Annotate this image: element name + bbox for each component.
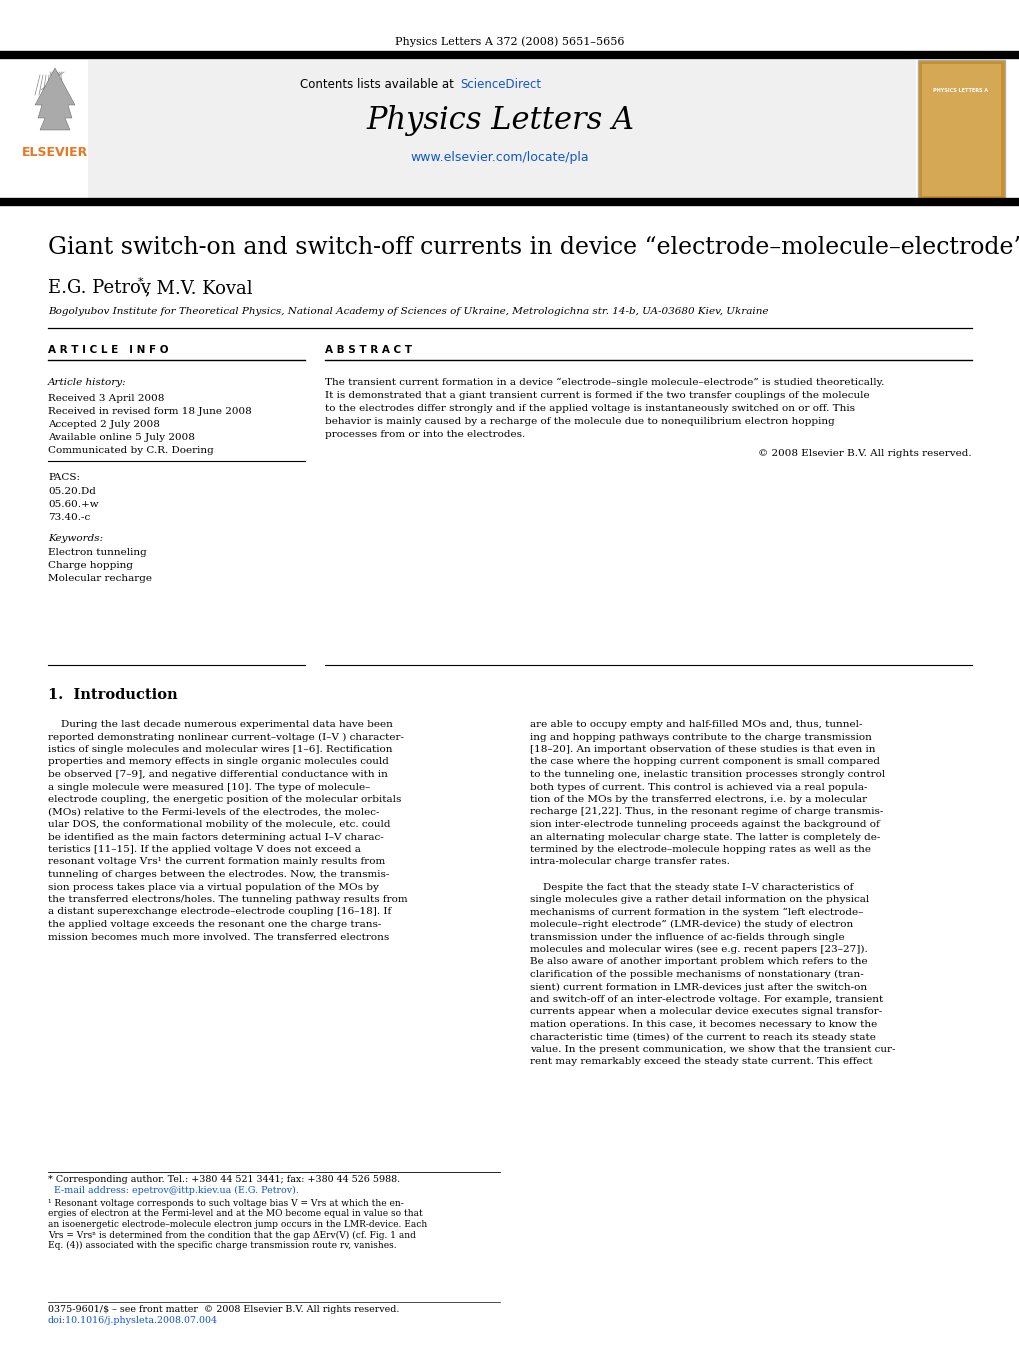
Text: 05.60.+w: 05.60.+w [48, 500, 99, 509]
Text: © 2008 Elsevier B.V. All rights reserved.: © 2008 Elsevier B.V. All rights reserved… [758, 449, 971, 458]
Text: mechanisms of current formation in the system “left electrode–: mechanisms of current formation in the s… [530, 908, 862, 917]
Text: both types of current. This control is achieved via a real popula-: both types of current. This control is a… [530, 782, 866, 792]
Text: ing and hopping pathways contribute to the charge transmission: ing and hopping pathways contribute to t… [530, 732, 871, 742]
Text: Contents lists available at: Contents lists available at [300, 78, 458, 92]
Text: transmission under the influence of ac-fields through single: transmission under the influence of ac-f… [530, 932, 844, 942]
Text: an isoenergetic electrode–molecule electron jump occurs in the LMR-device. Each: an isoenergetic electrode–molecule elect… [48, 1220, 427, 1229]
Text: mission becomes much more involved. The transferred electrons: mission becomes much more involved. The … [48, 932, 389, 942]
Text: resonant voltage Vrs¹ the current formation mainly results from: resonant voltage Vrs¹ the current format… [48, 858, 385, 866]
Text: Received in revised form 18 June 2008: Received in revised form 18 June 2008 [48, 407, 252, 416]
Text: E-mail address: epetrov@ittp.kiev.ua (E.G. Petrov).: E-mail address: epetrov@ittp.kiev.ua (E.… [48, 1186, 299, 1196]
Text: tunneling of charges between the electrodes. Now, the transmis-: tunneling of charges between the electro… [48, 870, 389, 880]
Text: the case where the hopping current component is small compared: the case where the hopping current compo… [530, 758, 879, 766]
Text: Accepted 2 July 2008: Accepted 2 July 2008 [48, 420, 160, 430]
Text: the applied voltage exceeds the resonant one the charge trans-: the applied voltage exceeds the resonant… [48, 920, 381, 929]
Text: Be also aware of another important problem which refers to the: Be also aware of another important probl… [530, 958, 867, 966]
Text: recharge [21,22]. Thus, in the resonant regime of charge transmis-: recharge [21,22]. Thus, in the resonant … [530, 808, 882, 816]
Text: Bogolyubov Institute for Theoretical Physics, National Academy of Sciences of Uk: Bogolyubov Institute for Theoretical Phy… [48, 308, 767, 316]
Text: be identified as the main factors determining actual I–V charac-: be identified as the main factors determ… [48, 832, 383, 842]
Text: reported demonstrating nonlinear current–voltage (I–V ) character-: reported demonstrating nonlinear current… [48, 732, 404, 742]
FancyBboxPatch shape [921, 63, 1000, 196]
Text: currents appear when a molecular device executes signal transfor-: currents appear when a molecular device … [530, 1008, 881, 1016]
Text: A B S T R A C T: A B S T R A C T [325, 345, 412, 355]
Text: a single molecule were measured [10]. The type of molecule–: a single molecule were measured [10]. Th… [48, 782, 370, 792]
Text: the transferred electrons/holes. The tunneling pathway results from: the transferred electrons/holes. The tun… [48, 894, 408, 904]
Text: E.G. Petrov: E.G. Petrov [48, 280, 151, 297]
Text: 0375-9601/$ – see front matter  © 2008 Elsevier B.V. All rights reserved.: 0375-9601/$ – see front matter © 2008 El… [48, 1305, 399, 1315]
Text: Available online 5 July 2008: Available online 5 July 2008 [48, 434, 195, 442]
Text: Physics Letters A: Physics Letters A [366, 104, 634, 135]
Text: molecules and molecular wires (see e.g. recent papers [23–27]).: molecules and molecular wires (see e.g. … [530, 944, 867, 954]
Text: PHYSICS LETTERS A: PHYSICS LETTERS A [932, 88, 987, 92]
Text: 73.40.-c: 73.40.-c [48, 513, 90, 521]
Text: istics of single molecules and molecular wires [1–6]. Rectification: istics of single molecules and molecular… [48, 744, 392, 754]
Text: ¹ Resonant voltage corresponds to such voltage bias V = Vrs at which the en-: ¹ Resonant voltage corresponds to such v… [48, 1198, 404, 1208]
Text: tion of the MOs by the transferred electrons, i.e. by a molecular: tion of the MOs by the transferred elect… [530, 794, 866, 804]
Text: ular DOS, the conformational mobility of the molecule, etc. could: ular DOS, the conformational mobility of… [48, 820, 390, 830]
Text: ELSEVIER: ELSEVIER [21, 146, 88, 158]
Text: Communicated by C.R. Doering: Communicated by C.R. Doering [48, 446, 214, 455]
Text: Eq. (4)) associated with the specific charge transmission route rv, vanishes.: Eq. (4)) associated with the specific ch… [48, 1242, 396, 1250]
Text: www.elsevier.com/locate/pla: www.elsevier.com/locate/pla [411, 151, 589, 165]
Text: and switch-off of an inter-electrode voltage. For example, transient: and switch-off of an inter-electrode vol… [530, 994, 882, 1004]
FancyBboxPatch shape [15, 59, 88, 200]
Text: * Corresponding author. Tel.: +380 44 521 3441; fax: +380 44 526 5988.: * Corresponding author. Tel.: +380 44 52… [48, 1175, 399, 1183]
Text: molecule–right electrode” (LMR-device) the study of electron: molecule–right electrode” (LMR-device) t… [530, 920, 853, 929]
Text: Charge hopping: Charge hopping [48, 561, 132, 570]
Text: processes from or into the electrodes.: processes from or into the electrodes. [325, 430, 525, 439]
Text: value. In the present communication, we show that the transient cur-: value. In the present communication, we … [530, 1046, 895, 1054]
Text: termined by the electrode–molecule hopping rates as well as the: termined by the electrode–molecule hoppi… [530, 844, 870, 854]
Text: characteristic time (times) of the current to reach its steady state: characteristic time (times) of the curre… [530, 1032, 875, 1042]
Text: be observed [7–9], and negative differential conductance with in: be observed [7–9], and negative differen… [48, 770, 387, 780]
Text: Physics Letters A 372 (2008) 5651–5656: Physics Letters A 372 (2008) 5651–5656 [395, 36, 625, 47]
Text: Article history:: Article history: [48, 378, 126, 386]
Text: doi:10.1016/j.physleta.2008.07.004: doi:10.1016/j.physleta.2008.07.004 [48, 1316, 218, 1325]
Text: During the last decade numerous experimental data have been: During the last decade numerous experime… [48, 720, 392, 730]
Text: properties and memory effects in single organic molecules could: properties and memory effects in single … [48, 758, 388, 766]
Text: sion inter-electrode tunneling proceeds against the background of: sion inter-electrode tunneling proceeds … [530, 820, 878, 830]
Text: behavior is mainly caused by a recharge of the molecule due to nonequilibrium el: behavior is mainly caused by a recharge … [325, 417, 834, 426]
Text: Despite the fact that the steady state I–V characteristics of: Despite the fact that the steady state I… [530, 882, 853, 892]
Text: a distant superexchange electrode–electrode coupling [16–18]. If: a distant superexchange electrode–electr… [48, 908, 391, 916]
Text: sion process takes place via a virtual population of the MOs by: sion process takes place via a virtual p… [48, 882, 378, 892]
Text: Molecular recharge: Molecular recharge [48, 574, 152, 584]
Text: electrode coupling, the energetic position of the molecular orbitals: electrode coupling, the energetic positi… [48, 794, 401, 804]
Text: Received 3 April 2008: Received 3 April 2008 [48, 394, 164, 403]
Text: A R T I C L E   I N F O: A R T I C L E I N F O [48, 345, 168, 355]
Text: clarification of the possible mechanisms of nonstationary (tran-: clarification of the possible mechanisms… [530, 970, 863, 979]
FancyBboxPatch shape [88, 59, 915, 200]
Text: Electron tunneling: Electron tunneling [48, 549, 147, 557]
Text: an alternating molecular charge state. The latter is completely de-: an alternating molecular charge state. T… [530, 832, 879, 842]
Text: intra-molecular charge transfer rates.: intra-molecular charge transfer rates. [530, 858, 730, 866]
Text: Giant switch-on and switch-off currents in device “electrode–molecule–electrode”: Giant switch-on and switch-off currents … [48, 236, 1019, 259]
Text: sient) current formation in LMR-devices just after the switch-on: sient) current formation in LMR-devices … [530, 982, 866, 992]
Text: It is demonstrated that a giant transient current is formed if the two transfer : It is demonstrated that a giant transien… [325, 390, 869, 400]
Text: The transient current formation in a device “electrode–single molecule–electrode: The transient current formation in a dev… [325, 378, 883, 388]
Text: are able to occupy empty and half-filled MOs and, thus, tunnel-: are able to occupy empty and half-filled… [530, 720, 862, 730]
Text: Vrs = Vrsⁿ is determined from the condition that the gap ΔErv(V) (cf. Fig. 1 and: Vrs = Vrsⁿ is determined from the condit… [48, 1231, 416, 1240]
Text: ergies of electron at the Fermi-level and at the MO become equal in value so tha: ergies of electron at the Fermi-level an… [48, 1209, 422, 1219]
Text: ScienceDirect: ScienceDirect [460, 78, 541, 92]
Text: , M.V. Koval: , M.V. Koval [145, 280, 253, 297]
Text: rent may remarkably exceed the steady state current. This effect: rent may remarkably exceed the steady st… [530, 1058, 872, 1066]
Text: *: * [138, 277, 144, 286]
Polygon shape [35, 68, 75, 130]
FancyBboxPatch shape [917, 59, 1004, 200]
Text: Keywords:: Keywords: [48, 534, 103, 543]
Text: (MOs) relative to the Fermi-levels of the electrodes, the molec-: (MOs) relative to the Fermi-levels of th… [48, 808, 379, 816]
Text: 05.20.Dd: 05.20.Dd [48, 486, 96, 496]
Text: to the tunneling one, inelastic transition processes strongly control: to the tunneling one, inelastic transiti… [530, 770, 884, 780]
Text: single molecules give a rather detail information on the physical: single molecules give a rather detail in… [530, 894, 868, 904]
Text: [18–20]. An important observation of these studies is that even in: [18–20]. An important observation of the… [530, 744, 874, 754]
Text: 1.  Introduction: 1. Introduction [48, 688, 177, 703]
Text: PACS:: PACS: [48, 473, 79, 482]
Text: to the electrodes differ strongly and if the applied voltage is instantaneously : to the electrodes differ strongly and if… [325, 404, 854, 413]
Text: teristics [11–15]. If the applied voltage V does not exceed a: teristics [11–15]. If the applied voltag… [48, 844, 361, 854]
Text: mation operations. In this case, it becomes necessary to know the: mation operations. In this case, it beco… [530, 1020, 876, 1029]
